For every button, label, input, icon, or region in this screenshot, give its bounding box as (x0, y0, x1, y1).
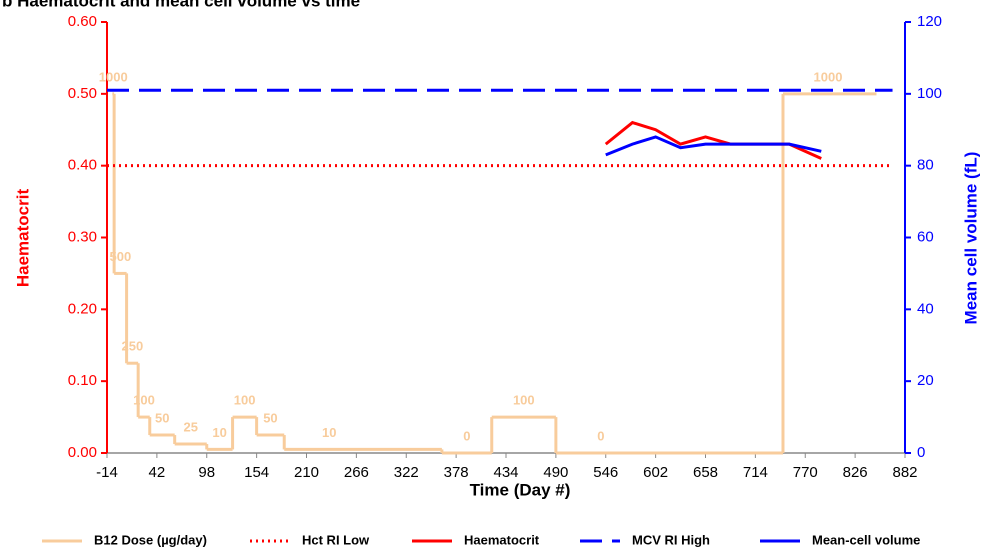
y2-axis-title: Mean cell volume (fL) (961, 152, 980, 325)
data-label: 10 (322, 425, 336, 440)
x-tick-label: 322 (394, 464, 419, 481)
x-tick-label: 602 (643, 464, 668, 481)
x-tick-label: 98 (198, 464, 215, 481)
data-label: 25 (183, 419, 197, 434)
legend-label: Hct RI Low (302, 532, 370, 547)
y-tick-label: 0.60 (68, 13, 97, 30)
y2-tick-label: 120 (917, 13, 942, 30)
series-line (604, 120, 822, 160)
data-label: 0 (597, 428, 604, 443)
y2-tick-label: 0 (917, 444, 925, 461)
y2-tick-label: 60 (917, 228, 934, 245)
y-axis-title: Haematocrit (13, 189, 32, 288)
y-tick-label: 0.30 (68, 228, 97, 245)
x-tick-label: 490 (543, 464, 568, 481)
y-tick-label: 0.50 (68, 85, 97, 102)
data-label: 250 (122, 339, 144, 354)
data-label: 100 (234, 393, 256, 408)
y2-tick-label: 100 (917, 85, 942, 102)
x-tick-label: 266 (344, 464, 369, 481)
data-label: 100 (133, 393, 155, 408)
y2-tick-label: 80 (917, 157, 934, 174)
chart-title: b Haematocrit and mean cell volume vs ti… (2, 0, 360, 10)
x-tick-label: 434 (493, 464, 518, 481)
legend-label: Mean-cell volume (812, 532, 920, 547)
x-tick-label: 658 (693, 464, 718, 481)
x-tick-label: 42 (149, 464, 166, 481)
data-label: 50 (155, 410, 169, 425)
data-label: 500 (110, 249, 132, 264)
y-tick-label: 0.10 (68, 372, 97, 389)
x-tick-label: 882 (892, 464, 917, 481)
y-tick-label: 0.40 (68, 157, 97, 174)
y-tick-label: 0.00 (68, 444, 97, 461)
legend-label: Haematocrit (464, 532, 540, 547)
x-tick-label: 770 (793, 464, 818, 481)
x-tick-label: 210 (294, 464, 319, 481)
y-tick-label: 0.20 (68, 300, 97, 317)
data-label: 1000 (814, 69, 843, 84)
legend-label: MCV RI High (632, 532, 710, 547)
x-axis-title: Time (Day #) (470, 480, 571, 499)
y2-tick-label: 40 (917, 300, 934, 317)
y2-tick-label: 20 (917, 372, 934, 389)
data-label: 100 (513, 393, 535, 408)
legend-label: B12 Dose (µg/day) (94, 532, 207, 547)
data-label: 1000 (99, 69, 128, 84)
series-line (605, 135, 822, 157)
data-label: 10 (212, 425, 226, 440)
data-label: 50 (263, 410, 277, 425)
x-tick-label: 826 (843, 464, 868, 481)
x-tick-label: 378 (444, 464, 469, 481)
x-tick-label: 154 (244, 464, 269, 481)
x-tick-label: 546 (593, 464, 618, 481)
x-tick-label: 714 (743, 464, 768, 481)
data-label: 0 (463, 428, 470, 443)
x-tick-label: -14 (96, 464, 118, 481)
